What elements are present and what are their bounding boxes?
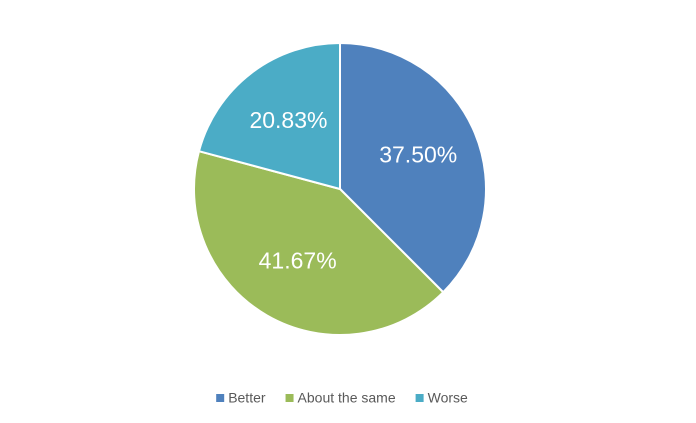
legend-swatch	[285, 394, 294, 402]
legend-label: Worse	[428, 390, 468, 406]
legend-label: Better	[228, 390, 266, 406]
data-label: 41.67%	[259, 247, 337, 273]
data-label: 20.83%	[249, 107, 327, 133]
pie-slice	[197, 41, 341, 191]
pie-slice	[193, 149, 445, 336]
data-label: 37.50%	[379, 142, 457, 168]
legend-swatch	[216, 394, 225, 402]
legend-swatch	[415, 394, 424, 402]
pie-slice	[339, 41, 487, 294]
legend-label: About the same	[298, 390, 396, 406]
